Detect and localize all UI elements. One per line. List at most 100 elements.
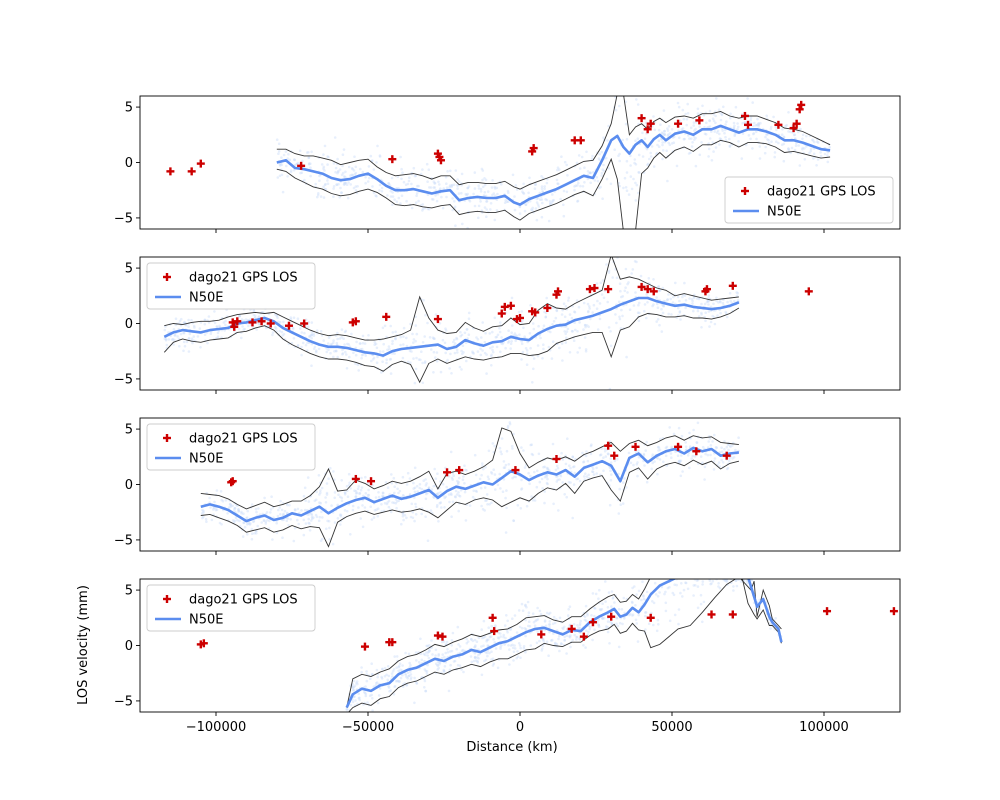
- insar-scatter-point: [365, 679, 369, 683]
- insar-scatter-point: [454, 495, 457, 499]
- insar-scatter-point: [727, 459, 731, 463]
- insar-scatter-point: [182, 340, 186, 344]
- insar-scatter-point: [524, 603, 527, 607]
- insar-scatter-point: [599, 185, 602, 189]
- insar-scatter-point: [657, 285, 660, 288]
- insar-scatter-point: [246, 533, 249, 536]
- insar-scatter-point: [666, 134, 670, 137]
- insar-scatter-point: [426, 207, 430, 211]
- insar-scatter-point: [411, 332, 414, 336]
- insar-scatter-point: [524, 347, 528, 350]
- insar-scatter-point: [658, 448, 662, 452]
- insar-scatter-point: [391, 670, 395, 673]
- insar-scatter-point: [536, 630, 539, 633]
- insar-scatter-point: [655, 629, 659, 633]
- insar-scatter-point: [657, 145, 661, 148]
- insar-scatter-point: [586, 177, 590, 181]
- insar-scatter-point: [281, 190, 285, 194]
- insar-scatter-point: [639, 274, 643, 278]
- insar-scatter-point: [361, 341, 365, 345]
- insar-scatter-point: [432, 180, 436, 183]
- insar-scatter-point: [413, 676, 416, 680]
- insar-scatter-point: [707, 125, 710, 129]
- insar-scatter-point: [342, 175, 346, 178]
- insar-scatter-point: [337, 493, 340, 497]
- insar-scatter-point: [533, 499, 537, 502]
- insar-scatter-point: [430, 197, 434, 201]
- insar-scatter-point: [436, 503, 439, 507]
- insar-scatter-point: [410, 676, 413, 679]
- insar-scatter-point: [341, 352, 345, 355]
- insar-scatter-point: [335, 183, 338, 186]
- gps-los-point: [744, 120, 752, 129]
- insar-scatter-point: [302, 494, 306, 498]
- insar-scatter-point: [439, 187, 442, 190]
- insar-scatter-point: [485, 372, 488, 375]
- insar-scatter-point: [681, 470, 684, 473]
- insar-scatter-point: [485, 499, 488, 502]
- insar-scatter-point: [318, 493, 321, 496]
- insar-scatter-point: [471, 351, 475, 355]
- insar-scatter-point: [545, 296, 548, 300]
- insar-scatter-point: [643, 137, 647, 140]
- gps-los-point: [388, 638, 397, 647]
- insar-scatter-point: [465, 641, 469, 645]
- insar-scatter-point: [579, 619, 582, 623]
- insar-scatter-point: [405, 516, 408, 520]
- insar-scatter-point: [480, 473, 483, 477]
- insar-scatter-point: [680, 571, 683, 574]
- insar-scatter-point: [625, 486, 628, 489]
- insar-scatter-point: [383, 324, 387, 328]
- insar-scatter-point: [489, 208, 492, 211]
- insar-scatter-point: [448, 184, 452, 187]
- insar-scatter-point: [799, 127, 802, 131]
- insar-scatter-point: [658, 458, 662, 461]
- insar-scatter-point: [458, 645, 462, 648]
- insar-scatter-point: [341, 353, 344, 356]
- legend-gps-label: dago21 GPS LOS: [189, 593, 298, 608]
- insar-scatter-point: [619, 289, 622, 293]
- insar-scatter-point: [681, 595, 684, 598]
- insar-scatter-point: [735, 584, 739, 588]
- insar-scatter-point: [300, 171, 304, 174]
- insar-scatter-point: [659, 570, 662, 573]
- insar-scatter-point: [657, 128, 661, 132]
- insar-scatter-point: [711, 579, 715, 583]
- insar-scatter-point: [358, 492, 362, 495]
- insar-scatter-point: [352, 186, 356, 190]
- gps-los-point: [433, 315, 442, 324]
- insar-scatter-point: [733, 299, 736, 303]
- insar-scatter-point: [653, 581, 657, 585]
- insar-scatter-point: [720, 458, 723, 462]
- insar-scatter-point: [671, 301, 675, 304]
- insar-scatter-point: [406, 671, 410, 674]
- insar-scatter-point: [318, 179, 321, 182]
- insar-scatter-point: [545, 473, 549, 477]
- insar-scatter-point: [296, 161, 300, 165]
- insar-scatter-point: [483, 340, 487, 344]
- insar-scatter-point: [643, 464, 646, 467]
- insar-scatter-point: [668, 143, 672, 147]
- insar-scatter-point: [387, 674, 391, 678]
- insar-scatter-point: [695, 441, 698, 444]
- insar-scatter-point: [637, 589, 641, 593]
- y-tick-label: 5: [125, 262, 133, 277]
- insar-scatter-point: [728, 457, 731, 460]
- insar-scatter-point: [307, 156, 311, 159]
- insar-scatter-point: [703, 302, 707, 306]
- insar-scatter-point: [418, 391, 421, 394]
- insar-scatter-point: [692, 594, 695, 597]
- legend-line-label: N50E: [189, 452, 223, 467]
- insar-scatter-point: [557, 182, 560, 186]
- insar-scatter-point: [247, 324, 250, 328]
- insar-scatter-point: [536, 618, 540, 621]
- insar-scatter-point: [485, 200, 488, 203]
- insar-scatter-point: [729, 299, 732, 303]
- insar-scatter-point: [316, 195, 319, 199]
- insar-scatter-point: [477, 204, 481, 208]
- insar-scatter-point: [661, 132, 664, 135]
- insar-scatter-point: [682, 569, 685, 572]
- insar-scatter-point: [805, 134, 808, 138]
- gps-los-point: [579, 632, 588, 641]
- insar-scatter-point: [396, 679, 399, 683]
